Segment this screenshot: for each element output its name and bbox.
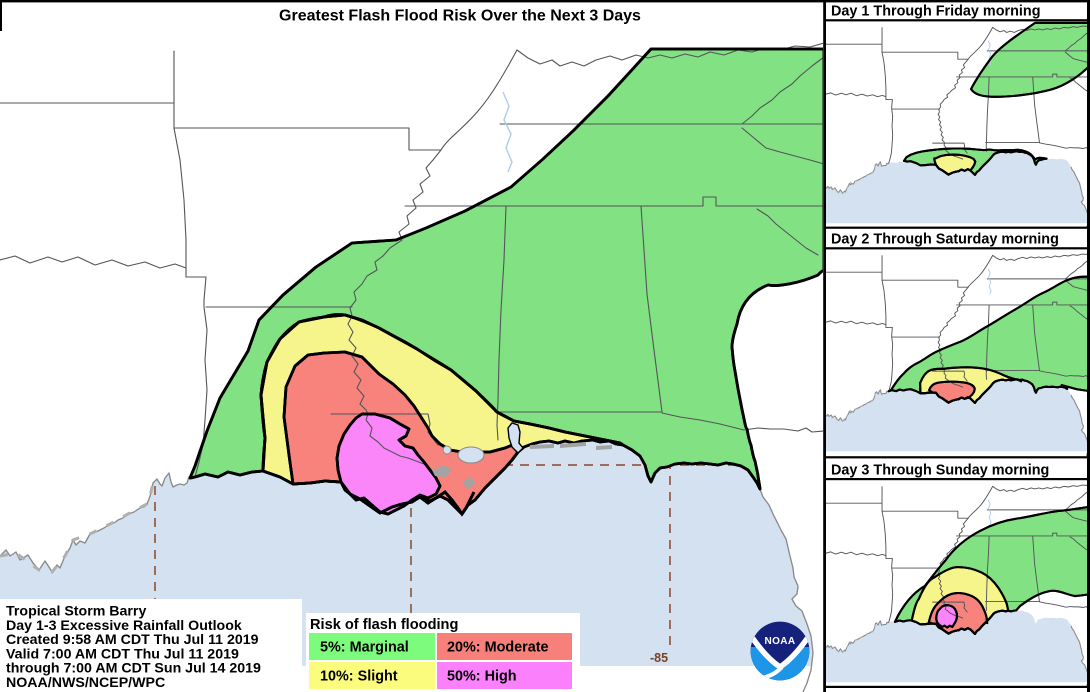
svg-text:5%: Marginal: 5%: Marginal — [320, 640, 409, 656]
svg-text:through 7:00 AM CDT Sun Jul 14: through 7:00 AM CDT Sun Jul 14 2019 — [6, 661, 261, 677]
svg-text:10%: Slight: 10%: Slight — [320, 669, 398, 685]
svg-text:Valid 7:00 AM CDT Thu Jul 11 2: Valid 7:00 AM CDT Thu Jul 11 2019 — [6, 646, 239, 662]
svg-text:NOAA: NOAA — [764, 636, 795, 647]
svg-text:20%: Moderate: 20%: Moderate — [447, 640, 549, 656]
svg-text:Greatest Flash Flood Risk Over: Greatest Flash Flood Risk Over the Next … — [279, 8, 641, 25]
svg-text:Tropical Storm Barry: Tropical Storm Barry — [6, 604, 146, 620]
svg-text:Day 2 Through Saturday morning: Day 2 Through Saturday morning — [831, 232, 1059, 248]
svg-text:Day 1-3 Excessive Rainfall Out: Day 1-3 Excessive Rainfall Outlook — [6, 618, 242, 634]
svg-text:Day 1 Through Friday morning: Day 1 Through Friday morning — [831, 4, 1040, 20]
svg-text:50%: High: 50%: High — [447, 669, 517, 685]
svg-text:NOAA/NWS/NCEP/WPC: NOAA/NWS/NCEP/WPC — [6, 675, 165, 691]
svg-text:Day 3 Through Sunday morning: Day 3 Through Sunday morning — [831, 463, 1049, 479]
svg-text:-85: -85 — [650, 651, 668, 665]
svg-text:Risk of flash flooding: Risk of flash flooding — [310, 617, 458, 633]
svg-text:Created 9:58 AM CDT Thu Jul 11: Created 9:58 AM CDT Thu Jul 11 2019 — [6, 632, 259, 648]
